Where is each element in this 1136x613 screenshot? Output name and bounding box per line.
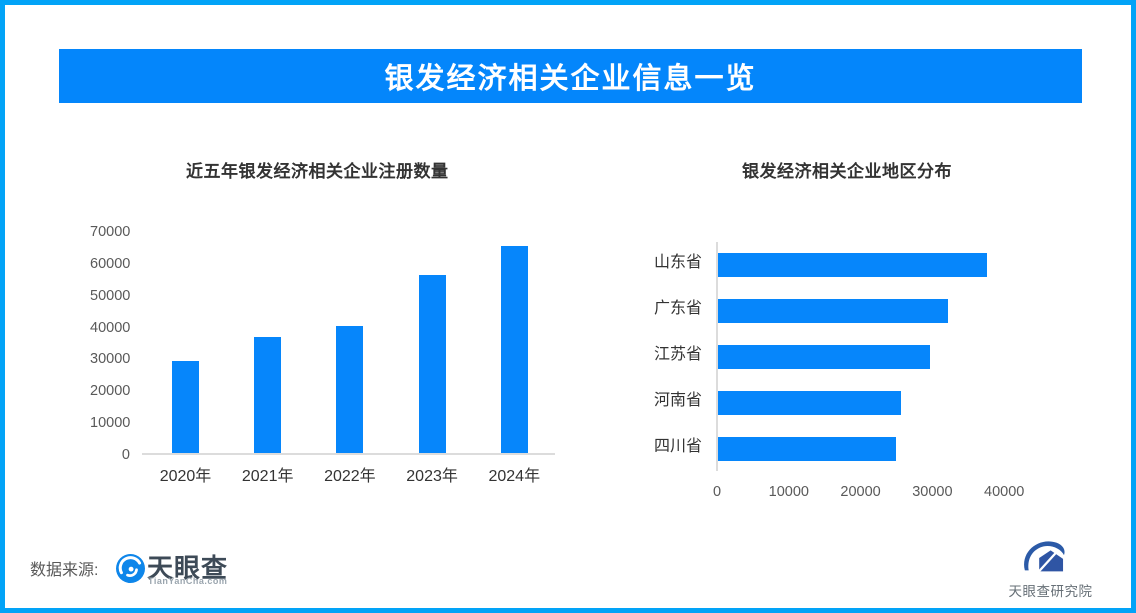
y-axis-line	[716, 242, 718, 471]
x-axis-tick: 30000	[912, 484, 953, 500]
y-axis-tick: 50000	[90, 287, 131, 304]
y-axis-tick: 0	[121, 447, 130, 463]
bar-2023年	[418, 275, 446, 453]
research-institute-icon	[1024, 541, 1065, 574]
y-axis-tick: 40000	[90, 319, 131, 336]
x-axis-label: 2022年	[324, 468, 376, 485]
registration-chart-title: 近五年银发经济相关企业注册数量	[186, 162, 449, 181]
x-axis-label: 2024年	[488, 468, 541, 485]
x-axis-line	[142, 453, 555, 455]
y-axis-label: 山东省	[653, 254, 702, 271]
bar-河南省	[718, 390, 901, 415]
bar-2021年	[254, 337, 282, 453]
x-axis-label: 2023年	[406, 468, 458, 485]
y-axis-tick: 70000	[90, 224, 131, 240]
y-axis-tick: 30000	[90, 351, 131, 368]
y-axis-label: 江苏省	[653, 345, 702, 363]
tianyancha-eye-icon	[116, 554, 145, 583]
bar-2020年	[172, 361, 199, 453]
y-axis-label: 河南省	[653, 391, 702, 409]
y-axis-tick: 60000	[90, 255, 131, 272]
bar-江苏省	[718, 344, 930, 369]
registration-bar-chart: 0 10000 20000 30000 40000 50000 60000 70000 2020…	[90, 224, 590, 505]
tianyancha-domain-text: TianYanCha.com	[148, 576, 228, 586]
y-axis-label: 广东省	[653, 299, 702, 317]
bar-四川省	[718, 436, 896, 461]
bar-2022年	[336, 326, 364, 453]
x-axis-tick: 20000	[840, 484, 881, 500]
research-institute-text: 天眼查研究院	[1008, 584, 1093, 599]
bar-广东省	[718, 298, 948, 323]
bar-2024年	[500, 246, 528, 453]
x-axis-label: 2020年	[159, 468, 212, 485]
x-axis-tick: 0	[712, 484, 722, 500]
region-chart-title: 银发经济相关企业地区分布	[742, 162, 952, 181]
bar-山东省	[718, 253, 987, 277]
data-source-label: 数据来源:	[30, 562, 99, 579]
x-axis-tick: 40000	[984, 484, 1025, 500]
y-axis-tick: 10000	[90, 415, 131, 432]
x-axis-label: 2021年	[241, 468, 294, 485]
page-title: 银发经济相关企业信息一览	[384, 63, 757, 95]
x-axis-tick: 10000	[768, 484, 809, 500]
y-axis-label: 四川省	[653, 437, 702, 455]
tianyancha-logo-text: 天眼查	[147, 553, 229, 583]
y-axis-tick: 20000	[90, 383, 131, 400]
title-banner: 银发经济相关企业信息一览	[59, 49, 1082, 103]
region-bar-chart: 山东省广东省江苏省河南省四川省 0 10000 20000 30000 40000	[640, 225, 1118, 510]
